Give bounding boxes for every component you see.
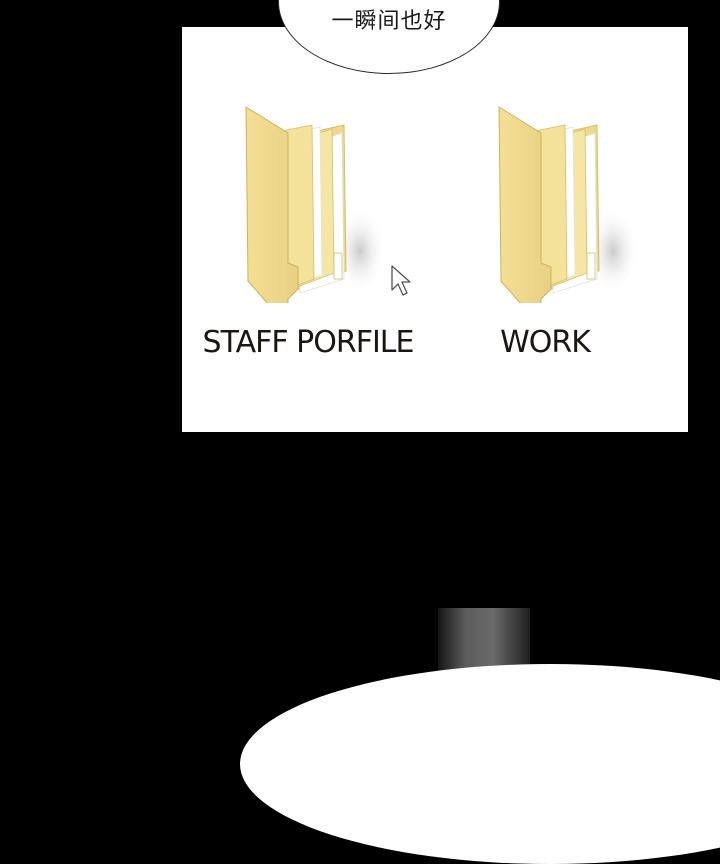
folder-staff-porfile[interactable]: STAFF PORFILE <box>182 27 442 432</box>
speech-bubble-bottom <box>240 664 720 864</box>
arrow-cursor-icon <box>391 265 411 296</box>
folder-label: STAFF PORFILE <box>202 325 415 360</box>
folder-icon <box>498 106 635 303</box>
desktop-panel: STAFF PORFILE <box>182 27 688 432</box>
folder-icon <box>245 106 382 303</box>
folder-work[interactable]: WORK <box>428 27 688 432</box>
speech-bubble-text: 一瞬间也好 <box>331 9 447 34</box>
folder-label: WORK <box>500 325 591 360</box>
